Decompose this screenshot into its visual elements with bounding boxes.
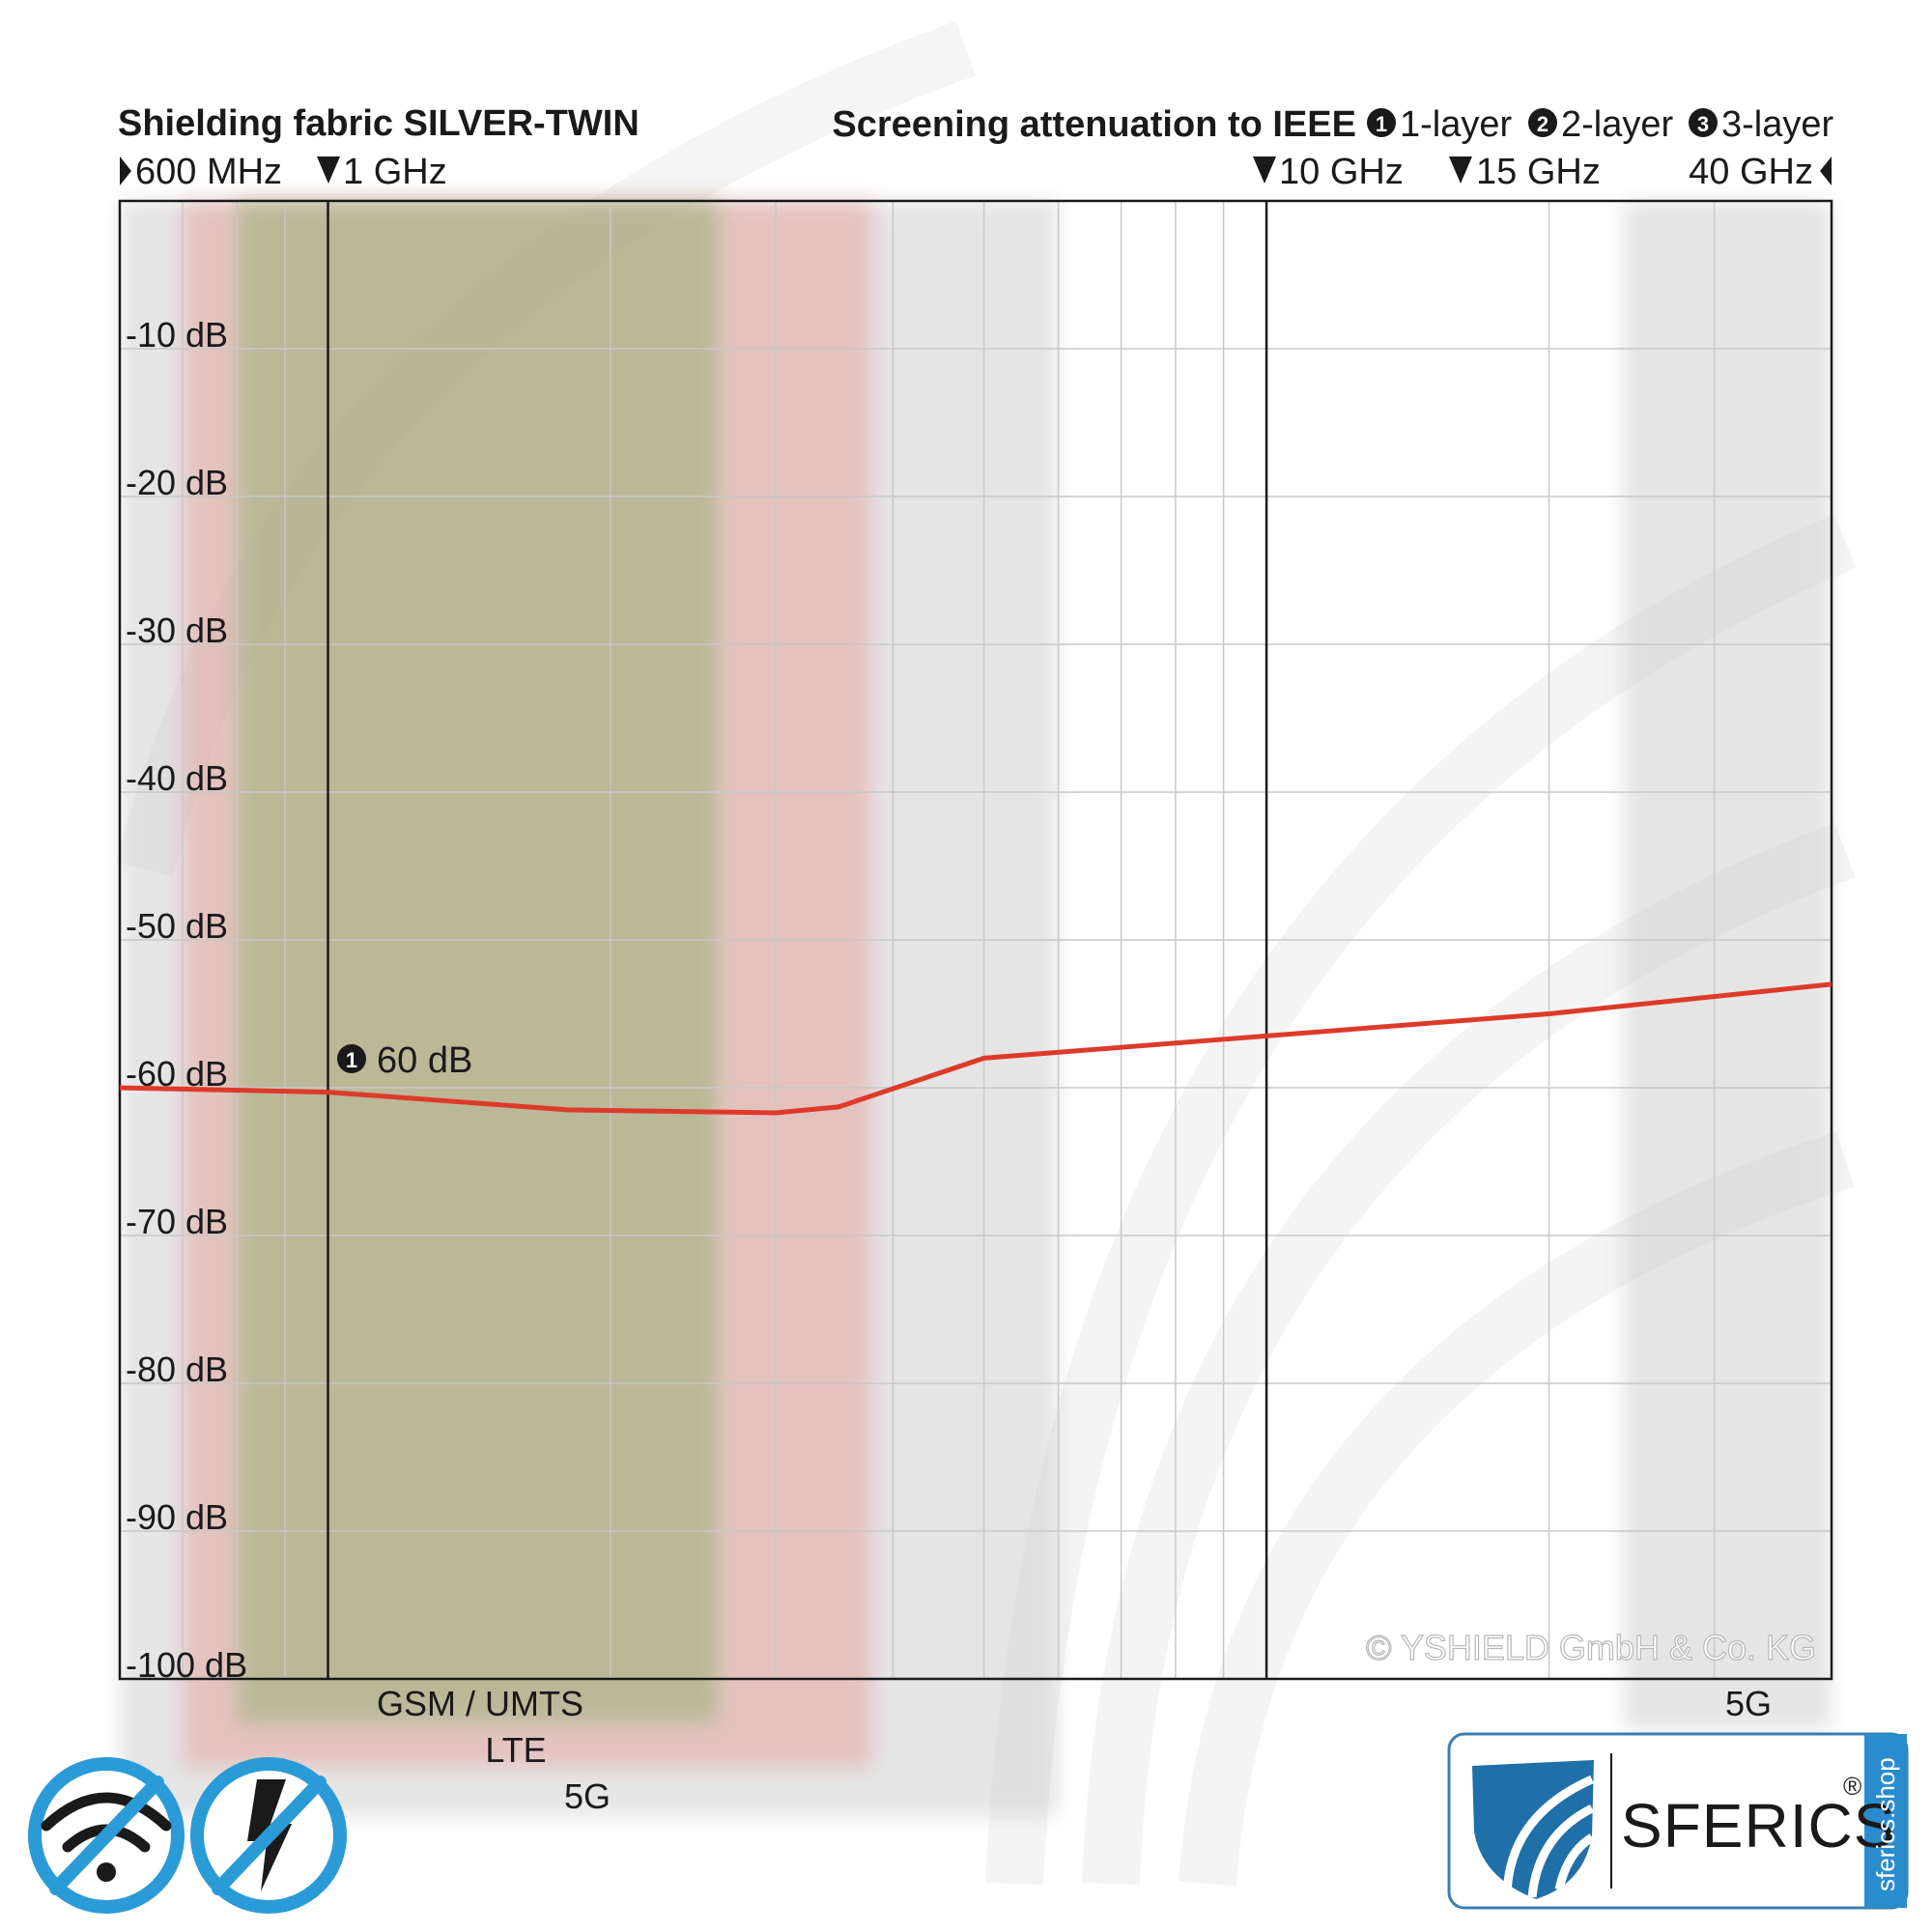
arrow-down-icon [317,156,340,184]
frequency-markers: 600 MHz 1 GHz 10 GHz 15 GHz 40 GHz [120,152,1832,192]
layer-legend-label-2: 2-layer [1561,104,1673,145]
freq-marker-10ghz: 10 GHz [1279,152,1404,192]
marker-2-icon [1528,108,1557,137]
annotation-60db: 1 60 dB [337,1040,472,1081]
layer-legend-label-3: 3-layer [1721,104,1833,145]
y-tick-label-2: -30 dB [126,611,228,650]
grid [120,201,1832,1679]
chart-title: Shielding fabric SILVER-TWIN [118,103,639,144]
brand-name: SFERICS [1621,1791,1895,1861]
arrow-down-icon [1449,156,1472,184]
series-layer [120,981,1832,1116]
brand-url: sferics.shop [1871,1757,1900,1891]
freq-marker-15ghz: 15 GHz [1476,152,1601,192]
arrow-down-icon [1253,156,1276,184]
arrow-left-icon [1820,156,1832,185]
y-tick-label-6: -70 dB [126,1202,228,1241]
marker-1-icon [1367,108,1396,137]
chart-subtitle: Screening attenuation to IEEE [832,104,1356,145]
series-line-0 [120,981,1832,1116]
frequency-bands [120,201,1832,1816]
brand-registered: ® [1843,1772,1861,1801]
y-tick-label-8: -90 dB [126,1497,228,1537]
band-label-5g-low: 5G [564,1776,611,1816]
layer-legend-label-1: 1-layer [1400,104,1512,145]
logo-side-strip [1864,1734,1907,1908]
y-tick-label-3: -40 dB [126,758,228,798]
marker-3-number: 3 [1697,112,1709,136]
arrow-right-icon [120,156,131,185]
y-tick-label-4: -50 dB [126,906,228,946]
freq-marker-1ghz: 1 GHz [343,152,447,192]
band-label-gsm-umts: GSM / UMTS [377,1684,583,1723]
y-tick-label-7: -80 dB [126,1350,228,1389]
y-tick-label-0: -10 dB [126,315,228,355]
marker-1-number: 1 [1376,112,1387,136]
plot-frame [118,199,1833,1681]
layer-legend-1: 1 1-layer [1367,104,1512,145]
annotation-label: 60 dB [377,1040,472,1081]
annotation-marker-number: 1 [346,1048,357,1072]
marker-2-number: 2 [1537,112,1548,136]
marker-1-icon [337,1044,366,1073]
band-label-lte: LTE [485,1730,546,1770]
layer-legend-2: 2 2-layer [1528,104,1673,145]
y-tick-label-1: -20 dB [126,463,228,502]
freq-marker-40ghz: 40 GHz [1689,152,1813,192]
copyright-text: © YSHIELD GmbH & Co. KG [1366,1628,1816,1667]
shield-stripes [1502,1775,1595,1898]
band-area-0 [237,201,718,1723]
layer-legend-3: 3 3-layer [1689,104,1833,145]
band-area-3 [1623,201,1832,1729]
marker-3-icon [1689,108,1718,137]
no-wifi-icon [28,1757,185,1914]
freq-marker-600mhz: 600 MHz [135,152,282,192]
layer-legend: 1 1-layer 2 2-layer 3 3-layer [1367,104,1833,145]
no-electric-field-icon [190,1757,347,1914]
band-label-5g-high: 5G [1725,1684,1772,1723]
y-tick-label-9: -100 dB [126,1645,247,1685]
y-tick-labels: -10 dB-20 dB-30 dB-40 dB-50 dB-60 dB-70 … [126,315,247,1685]
sferics-logo: SFERICS ® sferics.shop [1447,1732,1909,1910]
